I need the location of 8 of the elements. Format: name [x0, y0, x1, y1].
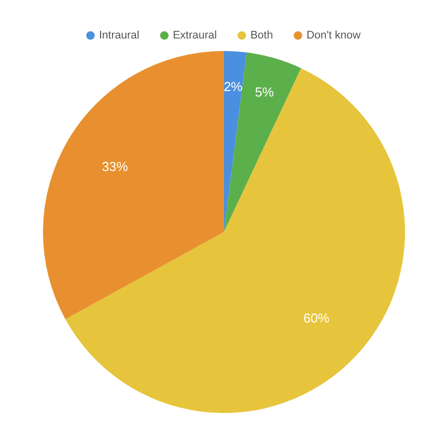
data-label: 33%	[102, 159, 128, 174]
data-label: 2%	[224, 79, 243, 94]
legend-label: Both	[250, 30, 273, 42]
data-label: 60%	[303, 310, 330, 326]
legend-label: Don't know	[306, 30, 361, 42]
data-label: 5%	[255, 84, 274, 100]
legend-label: Extraural	[172, 30, 217, 42]
legend-label: Intraural	[98, 30, 140, 42]
